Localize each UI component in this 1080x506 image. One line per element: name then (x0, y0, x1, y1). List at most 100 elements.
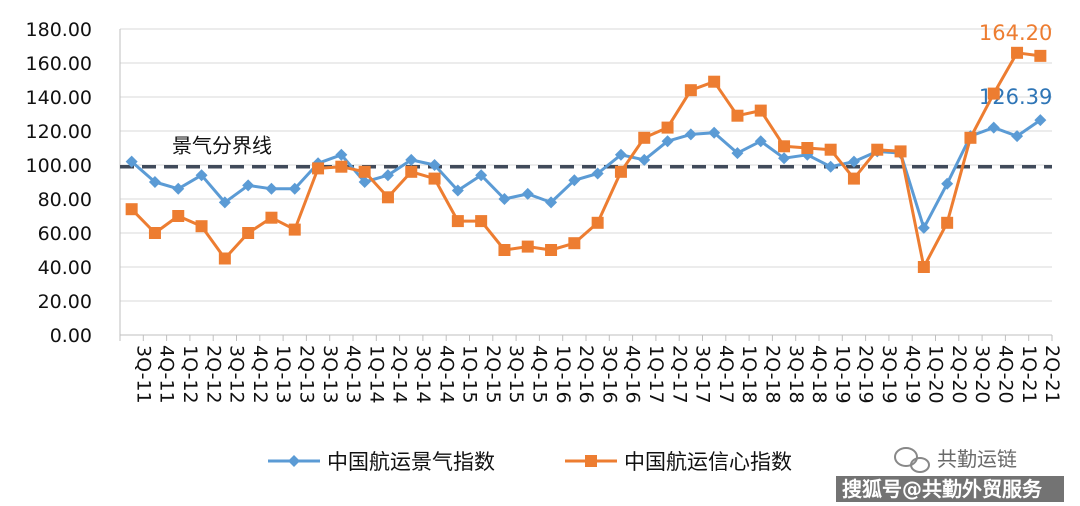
x-tick-label: 2Q-13 (295, 345, 317, 404)
data-point (545, 196, 558, 209)
x-tick-label: 2Q-18 (761, 345, 783, 404)
y-tick-label: 140.00 (26, 87, 92, 109)
data-point (731, 147, 744, 160)
data-point (614, 148, 627, 161)
data-point (731, 109, 744, 122)
y-tick-label: 20.00 (38, 291, 92, 313)
x-tick-label: 2Q-20 (948, 345, 970, 404)
x-tick-label: 4Q-18 (808, 345, 830, 404)
data-point (614, 165, 627, 178)
data-point (638, 131, 651, 144)
data-point (754, 104, 767, 117)
data-point (917, 261, 930, 273)
series-line-0 (130, 118, 1042, 230)
data-point (498, 244, 511, 256)
x-tick-label: 2Q-16 (575, 345, 597, 404)
data-point (1034, 49, 1047, 62)
data-point (521, 240, 534, 253)
data-point (1011, 46, 1024, 59)
x-tick-label: 4Q-15 (528, 345, 550, 404)
data-point (335, 160, 348, 173)
data-point (242, 179, 255, 192)
x-tick-label: 2Q-12 (202, 345, 224, 404)
x-tick-label: 4Q-19 (901, 345, 923, 404)
y-tick-label: 160.00 (26, 53, 92, 75)
x-tick-label: 2Q-19 (855, 345, 877, 404)
data-point (358, 176, 371, 188)
data-point (405, 153, 418, 166)
y-tick-label: 180.00 (26, 19, 92, 41)
data-point (847, 155, 860, 168)
data-point (941, 216, 954, 229)
data-point (498, 193, 511, 205)
data-point (358, 165, 371, 178)
x-tick-label: 1Q-18 (738, 345, 760, 404)
x-tick-label: 4Q-13 (342, 345, 364, 404)
watermark: 共勤运链 搜狐号@共勤外贸服务 (836, 447, 1064, 502)
x-tick-label: 1Q-17 (645, 345, 667, 404)
x-axis: 3Q-11 4Q-11 1Q-12 2Q-12 3Q-12 4Q-12 1Q-13 2Q-13… (119, 334, 1063, 404)
data-point (265, 182, 278, 195)
data-point (708, 126, 721, 139)
x-tick-label: 1Q-14 (365, 345, 387, 404)
data-point (288, 223, 301, 236)
data-point (195, 220, 208, 233)
series-line-1 (130, 51, 1041, 269)
y-tick-label: 120.00 (26, 121, 92, 143)
data-point (964, 131, 977, 144)
x-tick-label: 1Q-19 (831, 345, 853, 404)
data-point (917, 221, 930, 234)
x-tick-label: 4Q-12 (249, 345, 271, 404)
legend-marker-xinxin (585, 455, 597, 467)
x-tick-label: 4Q-20 (994, 345, 1016, 404)
y-tick-label: 100.00 (26, 155, 92, 177)
x-tick-label: 2Q-17 (668, 345, 690, 404)
series-end-label: 164.20 (979, 21, 1052, 45)
data-point (778, 140, 791, 153)
data-point (428, 159, 441, 171)
y-tick-label: 80.00 (38, 189, 92, 211)
data-point (661, 121, 674, 134)
data-point (824, 143, 837, 156)
data-point (475, 169, 488, 182)
data-point (591, 216, 604, 229)
x-tick-label: 4Q-17 (715, 345, 737, 404)
data-point (708, 75, 721, 88)
data-point (148, 227, 161, 239)
x-tick-label: 1Q-16 (552, 345, 574, 404)
data-point (591, 167, 604, 180)
data-point (312, 162, 325, 175)
data-point (218, 196, 231, 209)
x-tick-label: 3Q-20 (971, 345, 993, 404)
data-point (242, 227, 255, 239)
data-point (824, 160, 837, 173)
data-point (125, 155, 138, 168)
watermark-backdrop (836, 476, 1064, 502)
data-point (754, 135, 767, 148)
data-point (684, 128, 697, 141)
x-tick-label: 3Q-15 (505, 345, 527, 404)
y-tick-label: 60.00 (38, 223, 92, 245)
data-point (381, 191, 394, 204)
data-point (405, 165, 418, 178)
data-point (638, 153, 651, 166)
x-tick-label: 1Q-21 (1018, 345, 1040, 404)
data-point (475, 215, 488, 228)
data-point (684, 84, 697, 97)
data-point (568, 237, 581, 250)
x-tick-label: 4Q-14 (435, 345, 457, 404)
legend-marker-jingqi (288, 455, 300, 467)
x-tick-label: 4Q-16 (622, 345, 644, 404)
x-tick-label: 4Q-11 (156, 345, 178, 404)
data-point (1034, 114, 1047, 127)
data-point (1011, 130, 1024, 143)
reference-line-label: 景气分界线 (172, 134, 272, 158)
x-tick-label: 2Q-15 (482, 345, 504, 404)
x-tick-label: 3Q-19 (878, 345, 900, 404)
data-point (451, 215, 464, 228)
data-point (801, 142, 814, 154)
x-tick-label: 2Q-14 (389, 345, 411, 404)
data-point (545, 244, 558, 256)
